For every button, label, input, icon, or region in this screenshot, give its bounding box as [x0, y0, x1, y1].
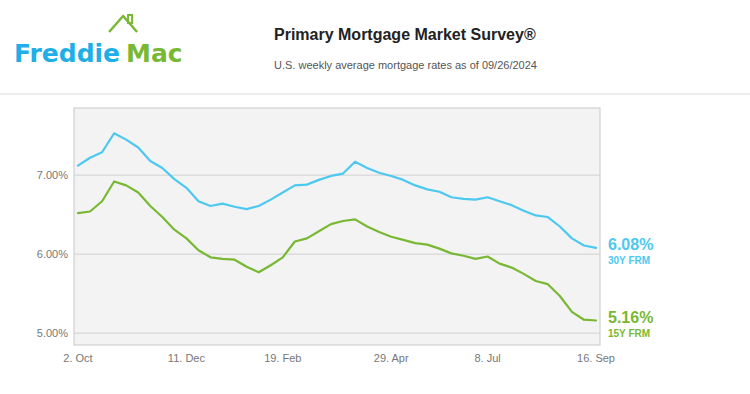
logo-chimney: [128, 15, 132, 23]
chart: FreddieMac Primary Mortgage Market Survey…: [0, 0, 750, 394]
y-tick-label: 6.00%: [37, 248, 68, 260]
y-tick-label: 5.00%: [37, 327, 68, 339]
x-tick-label: 11. Dec: [168, 352, 206, 364]
series-group: [78, 133, 596, 320]
end-value-label: 5.16%: [608, 309, 653, 326]
x-tick-label: 19. Feb: [264, 352, 301, 364]
y-tick-label: 7.00%: [37, 169, 68, 181]
grid-line: [74, 333, 600, 334]
series-line: [78, 181, 596, 320]
series-name-label: 30Y FRM: [608, 255, 650, 266]
x-tick-label: 16. Sep: [577, 352, 615, 364]
logo-text: Mac: [126, 39, 183, 68]
x-tick-label: 2. Oct: [63, 352, 92, 364]
x-tick-label: 29. Apr: [374, 352, 409, 364]
logo-text: Freddie: [14, 39, 120, 68]
end-value-label: 6.08%: [608, 236, 653, 253]
x-tick-label: 8. Jul: [474, 352, 500, 364]
logo-house: [109, 16, 137, 32]
grid-line: [74, 254, 600, 255]
series-line: [78, 133, 596, 248]
title: Primary Mortgage Market Survey®: [274, 26, 536, 43]
plot-frame: [74, 108, 600, 345]
series-name-label: 15Y FRM: [608, 328, 650, 339]
subtitle: U.S. weekly average mortgage rates as of…: [274, 59, 537, 71]
divider: [0, 94, 750, 95]
